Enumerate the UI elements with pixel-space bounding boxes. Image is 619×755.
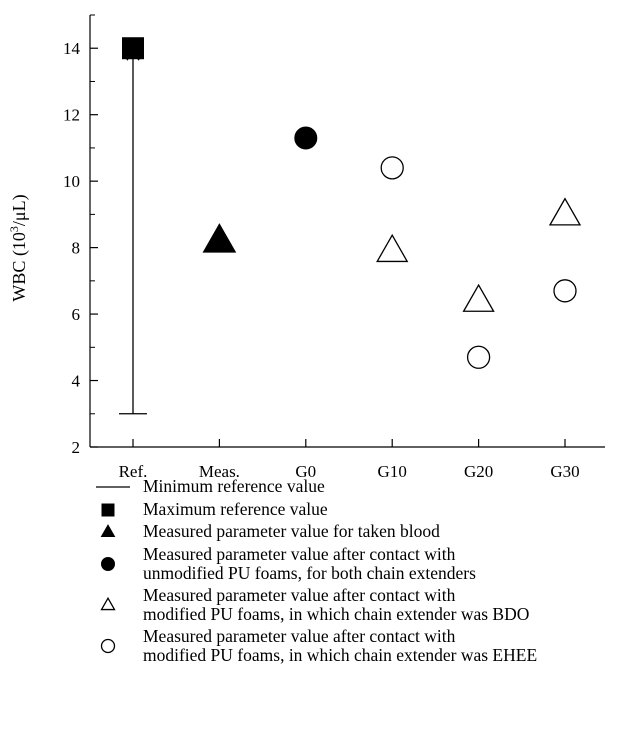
open-circle-point <box>466 345 491 369</box>
filled-square-point <box>122 37 144 60</box>
open-triangle-point <box>548 197 582 226</box>
y-axis-label: WBC (103/μL) <box>7 194 30 301</box>
data-marks <box>119 37 582 415</box>
axes: 2 4 6 8 10 12 14 Ref. Meas. G0 G10 G20 G30 <box>63 14 605 481</box>
filled-circle-point <box>294 126 318 150</box>
y-tick-label: 4 <box>72 372 81 391</box>
wbc-chart: 2 4 6 8 10 12 14 Ref. Meas. G0 G10 G20 G30 WBC (103/… <box>7 14 605 481</box>
x-tick-label: G10 <box>378 462 407 481</box>
legend-marker <box>100 638 116 654</box>
y-tick-label: 12 <box>63 106 80 125</box>
legend-label: modified PU foams, in which chain extend… <box>143 645 538 665</box>
x-tick-label: Ref. <box>119 462 148 481</box>
open-circle-point <box>553 279 577 303</box>
x-tick-label: G30 <box>550 462 579 481</box>
filled-triangle-point <box>202 223 237 253</box>
x-tick-label: G20 <box>464 462 493 481</box>
open-circle-point <box>380 156 404 180</box>
y-tick-label: 14 <box>63 39 81 58</box>
x-tick-label: G0 <box>295 462 316 481</box>
legend-open-circle-icon <box>100 638 116 654</box>
y-tick-label: 6 <box>72 305 81 324</box>
y-tick-label: 2 <box>72 438 81 457</box>
legend-label: modified PU foams, in which chain extend… <box>143 604 530 624</box>
y-tick-label: 10 <box>63 172 80 191</box>
legend-label: Measured parameter value after contact w… <box>143 626 456 646</box>
open-triangle-point <box>376 233 409 263</box>
open-triangle-point <box>462 283 495 312</box>
y-tick-label: 8 <box>72 239 81 258</box>
x-tick-label: Meas. <box>199 462 240 481</box>
